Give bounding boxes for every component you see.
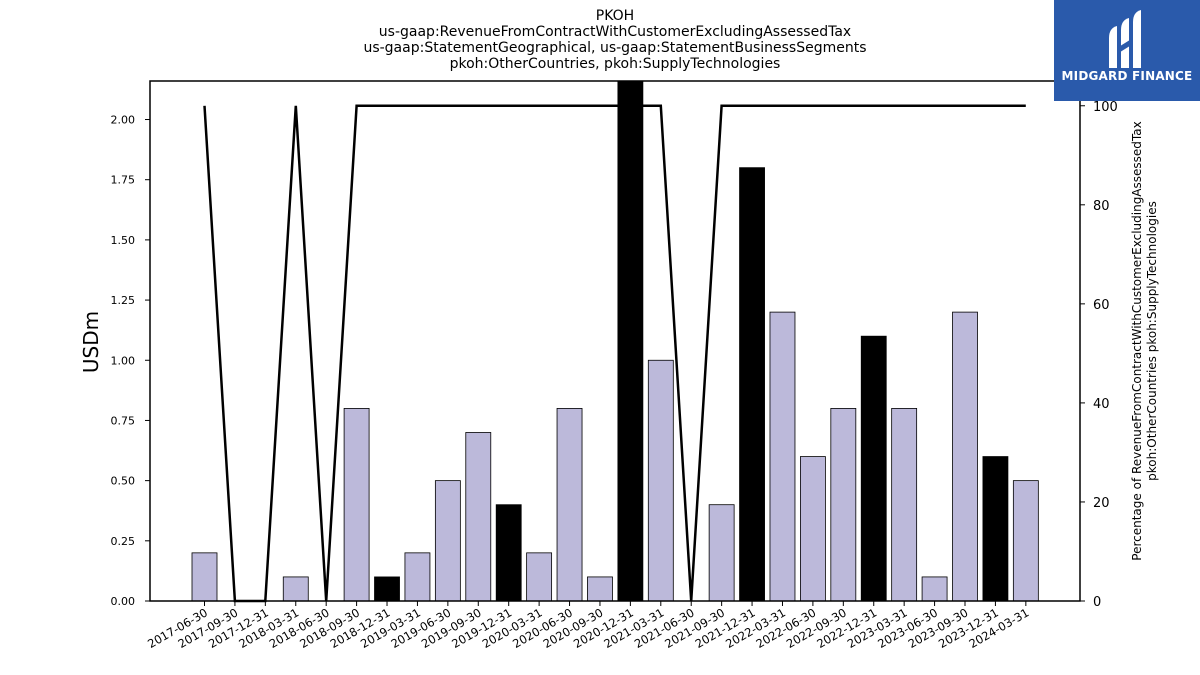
bar-2023-12-31: [982, 456, 1009, 602]
bar-2023-03-31: [891, 408, 918, 602]
y2-tick-label: 40: [1093, 397, 1110, 412]
y-tick-label: 0.25: [111, 535, 136, 548]
bar-2018-03-31: [282, 576, 309, 602]
logo-text: MIDGARD FINANCE: [1061, 69, 1193, 83]
bar-2021-12-31: [739, 167, 765, 602]
y2-tick-label: 0: [1093, 595, 1101, 610]
bar-2024-03-31: [1012, 480, 1039, 602]
bar-2023-06-30: [921, 576, 948, 602]
y2-axis-label: pkoh:OtherCountries pkoh:SupplyTechnolog…: [1145, 201, 1159, 481]
bar-2023-09-30: [952, 311, 978, 602]
bar-series: [191, 80, 1039, 602]
plot-frame: [149, 80, 1081, 602]
bar-2022-12-31: [860, 335, 887, 602]
bar-2020-06-30: [556, 408, 583, 602]
bar-2019-09-30: [465, 432, 492, 602]
y-tick-label: 2.00: [111, 114, 136, 127]
y-tick-label: 0.00: [111, 595, 136, 608]
line-series: [203, 104, 1026, 603]
bar-2022-03-31: [769, 311, 796, 602]
y2-tick-label: 60: [1093, 298, 1110, 313]
bar-2022-06-30: [800, 456, 826, 602]
midgard-logo-icon: [1109, 10, 1141, 68]
chart-title: PKOH us-gaap:RevenueFromContractWithCust…: [363, 8, 866, 72]
bar-2017-06-30: [191, 552, 218, 602]
y-tick-label: 1.00: [111, 354, 136, 367]
chart-title-line: PKOH: [596, 8, 634, 24]
bar-2018-09-30: [343, 408, 370, 602]
bar-2019-03-31: [404, 552, 431, 602]
y-tick-label: 0.75: [111, 414, 136, 427]
bar-2022-09-30: [830, 408, 857, 602]
y2-tick-label: 100: [1093, 100, 1118, 115]
bar-2018-12-31: [374, 576, 400, 602]
bar-2020-03-31: [526, 552, 553, 602]
y2-axis-label: Percentage of RevenueFromContractWithCus…: [1130, 121, 1144, 560]
percentage-line: [203, 104, 1026, 603]
y2-tick-label: 20: [1093, 496, 1110, 511]
y2-tick-label: 80: [1093, 199, 1110, 214]
bar-2021-09-30: [708, 504, 735, 602]
bar-2020-12-31: [617, 80, 644, 602]
bar-2019-06-30: [434, 480, 461, 602]
midgard-finance-logo: MIDGARD FINANCE: [1054, 0, 1200, 101]
bar-2019-12-31: [495, 504, 522, 602]
bar-2020-09-30: [587, 576, 613, 602]
y-tick-label: 1.25: [111, 294, 136, 307]
chart-title-line: pkoh:OtherCountries, pkoh:SupplyTechnolo…: [450, 56, 781, 72]
y-axis-label: USDm: [79, 311, 103, 373]
chart-title-line: us-gaap:RevenueFromContractWithCustomerE…: [379, 24, 851, 40]
y-tick-label: 0.50: [111, 475, 136, 488]
y-tick-label: 1.75: [111, 174, 136, 187]
y-tick-label: 1.50: [111, 234, 136, 247]
chart-title-line: us-gaap:StatementGeographical, us-gaap:S…: [363, 40, 866, 56]
bar-2021-03-31: [647, 359, 674, 602]
